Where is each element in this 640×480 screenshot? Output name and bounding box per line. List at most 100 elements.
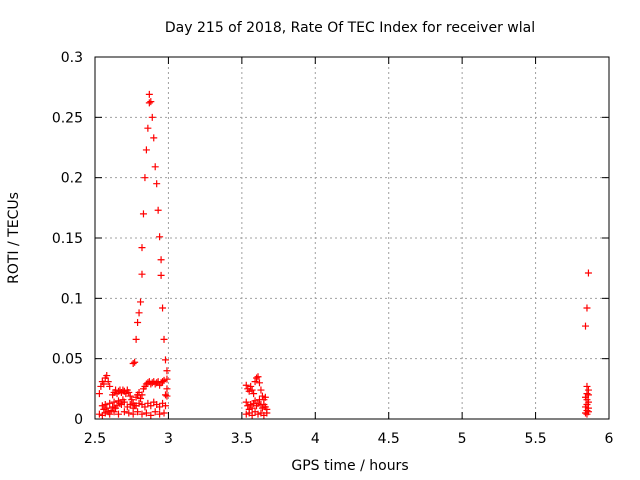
data-point — [160, 335, 168, 343]
data-point — [128, 396, 136, 404]
chart-title: Day 215 of 2018, Rate Of TEC Index for r… — [165, 20, 535, 36]
data-point — [583, 304, 591, 312]
data-point — [582, 322, 590, 330]
data-point — [154, 206, 162, 214]
data-point — [254, 399, 262, 407]
y-tick-label: 0.05 — [52, 352, 83, 368]
data-point — [160, 409, 168, 417]
data-point — [106, 410, 114, 418]
data-point — [261, 393, 269, 401]
data-point — [138, 270, 146, 278]
data-point — [138, 391, 146, 399]
data-point — [258, 404, 266, 412]
data-point — [161, 391, 169, 399]
data-point — [153, 180, 161, 188]
data-point — [138, 244, 146, 252]
data-point — [244, 402, 252, 410]
x-tick-labels: 2.5 3 3.5 4 4.5 5 5.5 6 — [84, 431, 614, 447]
data-point — [582, 409, 590, 417]
data-point — [135, 309, 143, 317]
x-tick-label: 3.5 — [231, 431, 253, 447]
data-point — [114, 410, 122, 418]
data-point — [156, 403, 164, 411]
data-point — [122, 390, 130, 398]
data-point — [147, 402, 155, 410]
data-point — [137, 298, 145, 306]
data-point — [134, 408, 142, 416]
data-point — [114, 387, 122, 395]
data-point — [104, 378, 112, 386]
y-tick-label: 0.3 — [61, 50, 83, 66]
data-point — [263, 409, 271, 417]
plot-frame — [94, 56, 610, 420]
data-point — [163, 367, 171, 375]
x-tick-label: 6 — [605, 431, 614, 447]
data-point — [160, 376, 168, 384]
data-point — [109, 403, 117, 411]
data-point — [584, 269, 592, 277]
data-point — [137, 394, 145, 402]
data-point — [150, 134, 158, 142]
data-point — [135, 399, 143, 407]
y-tick-labels: 0 0.05 0.1 0.15 0.2 0.25 0.3 — [52, 50, 83, 428]
data-point — [139, 210, 147, 218]
data-point — [103, 372, 111, 380]
data-point — [250, 390, 258, 398]
y-tick-label: 0.25 — [52, 110, 83, 126]
y-tick-label: 0 — [74, 412, 83, 428]
data-point — [255, 396, 263, 404]
data-point — [247, 382, 255, 390]
data-point — [125, 388, 133, 396]
data-point — [106, 382, 114, 390]
data-point — [120, 398, 128, 406]
data-point — [163, 375, 171, 383]
data-point — [106, 399, 114, 407]
data-point — [141, 174, 149, 182]
x-axis-label: GPS time / hours — [291, 458, 408, 474]
x-tick-label: 3 — [164, 431, 173, 447]
data-point — [157, 256, 165, 264]
data-point — [126, 392, 134, 400]
data-point — [95, 410, 103, 418]
data-point — [258, 392, 266, 400]
data-point — [161, 356, 169, 364]
data-point — [120, 408, 128, 416]
data-point — [254, 410, 262, 418]
data-point — [583, 382, 591, 390]
data-point — [134, 318, 142, 326]
data-point — [147, 98, 155, 106]
x-tick-label: 4 — [311, 431, 320, 447]
data-point — [141, 403, 149, 411]
x-tick-label: 5 — [458, 431, 467, 447]
data-point — [254, 373, 262, 381]
data-point — [148, 113, 156, 121]
data-point — [145, 99, 153, 107]
x-tick-label: 5.5 — [524, 431, 546, 447]
data-point — [138, 410, 146, 418]
data-point — [98, 402, 106, 410]
data-point — [583, 410, 591, 418]
data-point — [583, 390, 591, 398]
data-point — [163, 392, 171, 400]
data-point — [101, 409, 109, 417]
data-point — [161, 402, 169, 410]
data-point — [147, 411, 155, 419]
data-point — [129, 410, 137, 418]
y-tick-label: 0.15 — [52, 231, 83, 247]
data-point — [156, 233, 164, 241]
data-point — [151, 163, 159, 171]
x-tick-label: 4.5 — [378, 431, 400, 447]
data-point — [145, 90, 153, 98]
data-point — [157, 271, 165, 279]
data-point — [257, 386, 265, 394]
data-point — [107, 407, 115, 415]
data-point — [125, 409, 133, 417]
data-point — [126, 401, 134, 409]
data-point — [582, 403, 590, 411]
data-point — [151, 408, 159, 416]
data-points — [95, 90, 592, 419]
data-point — [116, 399, 124, 407]
data-point — [142, 146, 150, 154]
data-point — [248, 386, 256, 394]
